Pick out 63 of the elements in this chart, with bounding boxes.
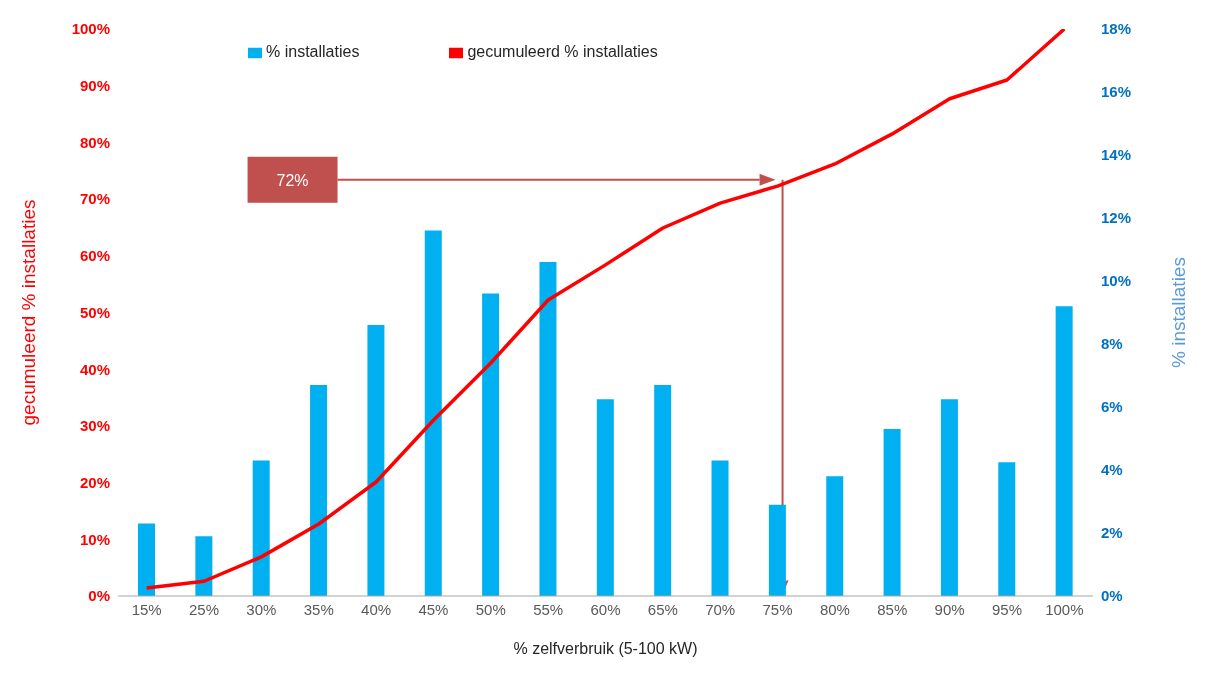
x-tick-label: 25% bbox=[189, 600, 220, 618]
x-tick-label: 65% bbox=[647, 600, 678, 618]
y2-tick-label: 6% bbox=[1101, 398, 1123, 416]
bar bbox=[310, 384, 328, 596]
y-tick-label: 60% bbox=[79, 247, 110, 265]
bar bbox=[998, 462, 1016, 596]
bar bbox=[826, 476, 844, 596]
bar bbox=[654, 384, 672, 596]
y-tick-label: 10% bbox=[79, 530, 110, 548]
y2-tick-label: 16% bbox=[1101, 83, 1132, 101]
y-tick-label: 80% bbox=[79, 133, 110, 151]
bar bbox=[883, 429, 901, 596]
x-tick-label: 90% bbox=[934, 600, 965, 618]
y-tick-label: 50% bbox=[79, 303, 110, 321]
y2-axis-title: % installaties bbox=[1167, 257, 1189, 368]
legend-label: gecumuleerd % installaties bbox=[467, 43, 658, 60]
x-tick-label: 55% bbox=[533, 600, 564, 618]
bar bbox=[711, 460, 729, 596]
x-tick-label: 30% bbox=[246, 600, 277, 618]
x-tick-label: 35% bbox=[303, 600, 334, 618]
x-axis-title: % zelfverbruik (5-100 kW) bbox=[513, 640, 698, 657]
label-box: 72% bbox=[247, 156, 338, 203]
bar bbox=[424, 230, 442, 596]
x-tick-label: 85% bbox=[877, 600, 908, 618]
x-tick-label: 50% bbox=[475, 600, 506, 618]
x-tick-label: 15% bbox=[131, 600, 162, 618]
y-tick-label: 40% bbox=[79, 360, 110, 378]
y2-tick-label: 12% bbox=[1101, 209, 1132, 227]
bar bbox=[768, 504, 786, 596]
x-tick-label: 70% bbox=[705, 600, 736, 618]
bar bbox=[482, 293, 500, 596]
x-tick-label: 80% bbox=[819, 600, 850, 618]
x-tick-label: 40% bbox=[361, 600, 392, 618]
y-tick-label: 30% bbox=[79, 417, 110, 435]
annotation: 72% bbox=[276, 171, 309, 189]
y2-tick-label: 0% bbox=[1101, 587, 1123, 605]
x-tick-label: 45% bbox=[418, 600, 449, 618]
x-tick-label: 75% bbox=[762, 600, 793, 618]
y-tick-label: 20% bbox=[79, 473, 110, 491]
bar bbox=[367, 325, 385, 596]
bar bbox=[252, 460, 270, 596]
x-tick-label: 95% bbox=[991, 600, 1022, 618]
y2-tick-label: 4% bbox=[1101, 461, 1123, 479]
y-tick-label: 70% bbox=[79, 190, 110, 208]
y-tick-label: 100% bbox=[71, 20, 110, 38]
y2-tick-label: 10% bbox=[1101, 272, 1132, 290]
y2-tick-label: 8% bbox=[1101, 335, 1123, 353]
x-tick-label: 100% bbox=[1045, 600, 1084, 618]
bar bbox=[195, 536, 213, 596]
y-axis-title: gecumuleerd % installaties bbox=[17, 199, 39, 426]
bar bbox=[539, 262, 557, 596]
bar bbox=[940, 399, 958, 596]
y2-tick-label: 2% bbox=[1101, 524, 1123, 542]
line-series bbox=[144, 29, 1067, 590]
y2-tick-label: 18% bbox=[1101, 20, 1132, 38]
y-tick-label: 0% bbox=[88, 587, 110, 605]
bar bbox=[138, 523, 155, 596]
legend-label: % installaties bbox=[266, 43, 360, 60]
y-tick-label: 90% bbox=[79, 77, 110, 95]
bar bbox=[596, 399, 614, 596]
x-tick-label: 60% bbox=[590, 600, 621, 618]
y2-tick-label: 14% bbox=[1101, 146, 1132, 164]
bar bbox=[1055, 306, 1073, 596]
